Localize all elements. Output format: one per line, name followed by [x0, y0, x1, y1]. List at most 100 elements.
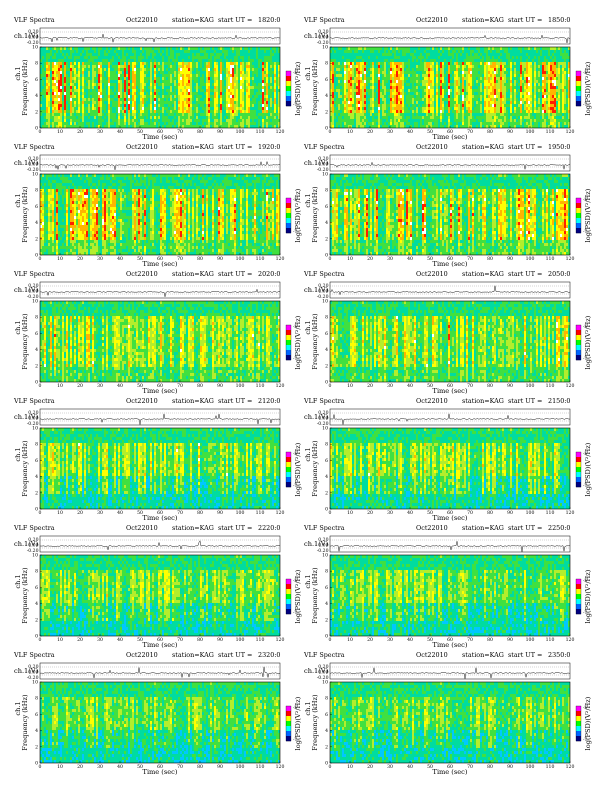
spectrogram-cells — [520, 240, 522, 255]
spectrogram-cells — [150, 316, 152, 379]
spectrogram-cells — [340, 180, 342, 255]
spectrogram-cells — [158, 555, 160, 621]
spectrogram-cells — [414, 570, 416, 600]
colorbar-segment — [576, 101, 581, 107]
spectrogram-cells — [458, 428, 460, 509]
spectrogram-cells — [562, 301, 564, 382]
spectrogram-cells — [168, 573, 170, 600]
spectrogram-cells — [376, 301, 378, 382]
spectrogram-cells — [76, 555, 78, 636]
spectrogram-cells — [42, 555, 44, 612]
spectrogram-cells — [144, 473, 146, 476]
time-tick-label: 0 — [329, 383, 332, 389]
spectrogram-cells — [474, 304, 476, 373]
spectrogram-cells — [204, 555, 206, 615]
spectrogram-cells — [340, 334, 342, 367]
spectrogram-cells — [418, 431, 420, 488]
spectrogram-cells — [420, 310, 422, 382]
time-tick-label: 100 — [526, 383, 535, 389]
spectrogram-cells — [482, 56, 484, 125]
spectrogram-cells — [332, 446, 334, 491]
spectrogram-cells — [546, 65, 548, 113]
spectrogram-cells — [516, 325, 518, 328]
spectrogram-cells — [426, 364, 428, 367]
spectrogram-cells — [126, 174, 128, 255]
spectrogram-cells — [214, 428, 216, 491]
spectrogram-cells — [132, 570, 134, 600]
spectrogram-cells — [494, 591, 496, 594]
spectrogram-cells — [100, 177, 102, 240]
spectrogram-cells — [396, 189, 398, 237]
spectrogram-cells — [332, 576, 334, 618]
spectrogram-cells — [380, 174, 382, 249]
spectrogram-cells — [472, 304, 474, 382]
spectrogram-cells — [134, 443, 136, 446]
spectrogram-cells — [436, 558, 438, 603]
spectrogram-cells — [564, 428, 566, 503]
spectrogram-cells — [96, 555, 98, 612]
spectrogram-cells — [142, 50, 144, 128]
spectrogram-cells — [348, 301, 350, 370]
spectrogram-cells — [142, 570, 144, 609]
spectrogram-cells — [134, 62, 136, 119]
spectrogram-cells — [126, 437, 128, 509]
spectrogram-cells — [218, 428, 220, 509]
spectrogram-cells — [518, 458, 520, 464]
time-tick-label: 50 — [137, 510, 143, 516]
spectrogram-cells — [440, 455, 442, 488]
spectrogram-cells — [348, 222, 350, 225]
time-tick-label: 40 — [117, 510, 123, 516]
time-tick-label: 120 — [276, 129, 285, 135]
spectrogram-cells — [354, 65, 356, 113]
spectrogram-cells — [226, 301, 228, 379]
spectrogram-cells — [126, 74, 128, 77]
spectrogram-cells — [104, 618, 106, 621]
spectrogram-cells — [490, 62, 492, 128]
spectrogram-cells — [368, 428, 370, 509]
spectrogram-cells — [546, 195, 548, 240]
spectrogram-cells — [336, 443, 338, 488]
spectrogram-cells — [258, 561, 260, 627]
spectrogram-cells — [218, 585, 220, 594]
spectrogram-cells — [434, 428, 436, 509]
spectrogram-cells — [362, 558, 364, 636]
spectrogram-cells — [170, 567, 172, 636]
spectrogram-cells — [468, 240, 470, 255]
spectrogram-cells — [482, 449, 484, 467]
spectrogram-cells — [550, 301, 552, 379]
spectrogram-cells — [86, 180, 88, 189]
waveform-tick-label: 0.00 — [28, 161, 38, 167]
spectrogram-cells — [544, 174, 546, 243]
spectrogram-cells — [102, 558, 104, 633]
spectrogram-cells — [542, 301, 544, 382]
spectrogram-cells — [200, 177, 202, 243]
spectrogram-cells — [164, 304, 166, 373]
spectrogram-cells — [78, 189, 80, 228]
spectrogram-cells — [348, 361, 350, 364]
spectrogram-cells — [48, 304, 50, 382]
spectrogram-cells — [396, 322, 398, 367]
spectrogram-cells — [140, 186, 142, 189]
freq-tick-label: 10 — [32, 426, 38, 432]
colorbar-segment — [286, 330, 291, 336]
spectrogram-cells — [116, 428, 118, 476]
spectrogram-cells — [432, 174, 434, 255]
waveform-tick-label: -0.20 — [317, 421, 329, 427]
spectrogram-cells — [274, 555, 276, 636]
spectrogram-cells — [452, 50, 454, 113]
spectrogram-cells — [478, 428, 480, 506]
spectrogram-cells — [514, 174, 516, 255]
spectrogram-cells — [424, 606, 426, 633]
spectrogram-cells — [238, 180, 240, 255]
spectrogram-cells — [128, 588, 130, 591]
spectrogram-cells — [534, 240, 536, 255]
spectrogram-cells — [502, 174, 504, 252]
spectrogram-cells — [174, 576, 176, 603]
spectrogram-cells — [552, 428, 554, 503]
spectrogram-cells — [244, 47, 246, 125]
spectrogram-cells — [98, 56, 100, 62]
spectrogram-cells — [86, 195, 88, 198]
spectrogram-cells — [520, 301, 522, 382]
spectrogram-cells — [440, 116, 442, 119]
